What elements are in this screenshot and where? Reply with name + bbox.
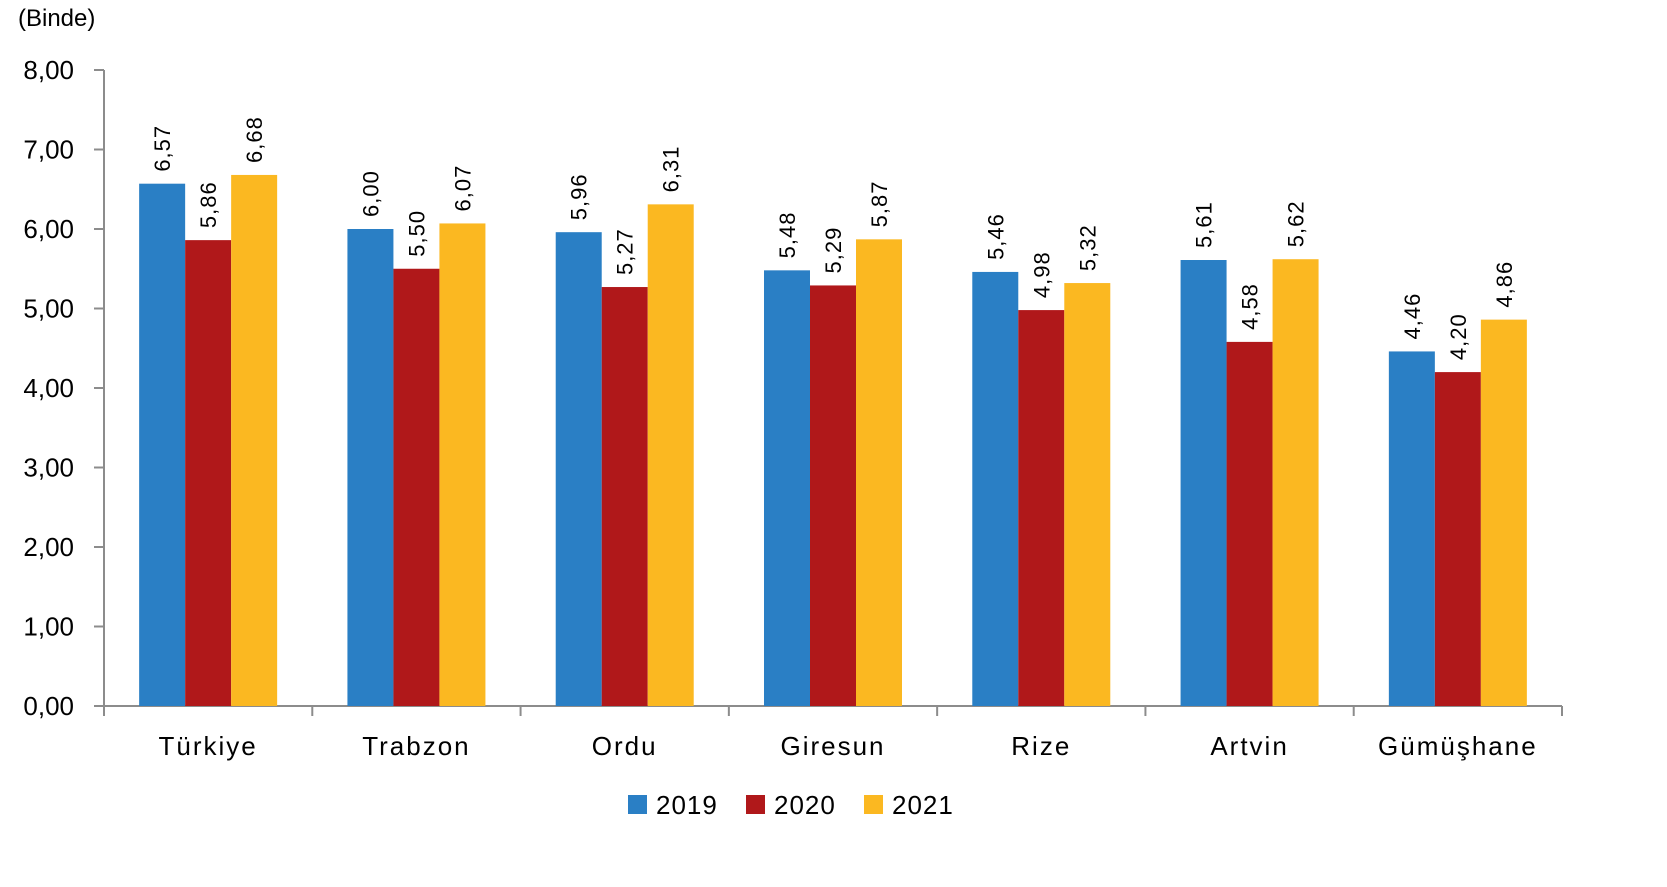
- y-tick-label: 6,00: [23, 214, 74, 244]
- category-label-3: Giresun: [780, 731, 885, 761]
- data-label-2020-5: 4,58: [1238, 283, 1263, 330]
- legend-label-2020: 2020: [774, 790, 836, 820]
- bar-2020-1: [393, 268, 440, 706]
- data-label-2021-2: 6,31: [659, 146, 684, 193]
- category-label-1: Trabzon: [362, 731, 470, 761]
- bar-2019-1: [347, 229, 394, 706]
- category-label-6: Gümüşhane: [1378, 731, 1538, 761]
- data-label-2019-2: 5,96: [567, 173, 592, 220]
- y-tick-label: 1,00: [23, 612, 74, 642]
- bar-2021-3: [856, 239, 902, 706]
- y-tick-label: 5,00: [23, 294, 74, 324]
- data-label-2019-5: 5,61: [1192, 201, 1217, 248]
- category-label-4: Rize: [1011, 731, 1071, 761]
- bar-2020-4: [1018, 310, 1065, 706]
- bar-2019-6: [1388, 351, 1435, 706]
- y-tick-label: 7,00: [23, 135, 74, 165]
- data-label-2020-4: 4,98: [1029, 251, 1054, 298]
- data-label-2021-1: 6,07: [450, 165, 475, 212]
- bar-2020-5: [1226, 341, 1273, 706]
- bar-2019-2: [555, 232, 602, 706]
- data-label-2021-0: 6,68: [242, 116, 267, 163]
- legend-label-2021: 2021: [892, 790, 954, 820]
- data-label-2021-4: 5,32: [1075, 224, 1100, 271]
- data-label-2019-6: 4,46: [1400, 293, 1425, 340]
- data-label-2019-4: 5,46: [983, 213, 1008, 260]
- bar-2021-1: [439, 223, 486, 706]
- legend-swatch-2019: [628, 795, 647, 814]
- bar-2021-0: [231, 174, 278, 706]
- data-label-2021-6: 4,86: [1492, 261, 1517, 308]
- data-label-2020-3: 5,29: [821, 227, 846, 274]
- data-label-2019-3: 5,48: [775, 212, 800, 259]
- bar-2019-3: [764, 270, 810, 706]
- data-label-2021-3: 5,87: [867, 181, 892, 228]
- y-tick-label: 2,00: [23, 532, 74, 562]
- bar-2019-5: [1180, 260, 1227, 706]
- category-label-5: Artvin: [1210, 731, 1288, 761]
- bar-2021-5: [1272, 259, 1319, 706]
- bar-2020-3: [810, 285, 856, 706]
- y-tick-label: 4,00: [23, 373, 74, 403]
- data-label-2019-0: 6,57: [150, 125, 175, 172]
- bar-2021-6: [1480, 319, 1527, 706]
- data-label-2021-5: 5,62: [1284, 200, 1309, 247]
- category-label-0: Türkiye: [159, 731, 258, 761]
- data-label-2020-0: 5,86: [196, 181, 221, 228]
- y-tick-label: 3,00: [23, 453, 74, 483]
- y-tick-label: 8,00: [23, 55, 74, 85]
- bar-2021-4: [1064, 283, 1111, 706]
- data-label-2020-2: 5,27: [613, 228, 638, 275]
- category-label-2: Ordu: [592, 731, 658, 761]
- bar-2021-2: [647, 204, 694, 707]
- bar-2020-0: [185, 240, 232, 706]
- y-tick-label: 0,00: [23, 691, 74, 721]
- unit-label: (Binde): [18, 5, 95, 32]
- bar-2020-2: [601, 287, 648, 706]
- legend-swatch-2020: [746, 795, 765, 814]
- data-label-2020-1: 5,50: [404, 210, 429, 257]
- data-label-2019-1: 6,00: [358, 170, 383, 217]
- bar-2019-0: [139, 183, 186, 706]
- data-label-2020-6: 4,20: [1446, 313, 1471, 360]
- bar-2019-4: [972, 271, 1019, 706]
- bar-2020-6: [1434, 372, 1481, 706]
- legend-label-2019: 2019: [656, 790, 718, 820]
- legend-swatch-2021: [864, 795, 883, 814]
